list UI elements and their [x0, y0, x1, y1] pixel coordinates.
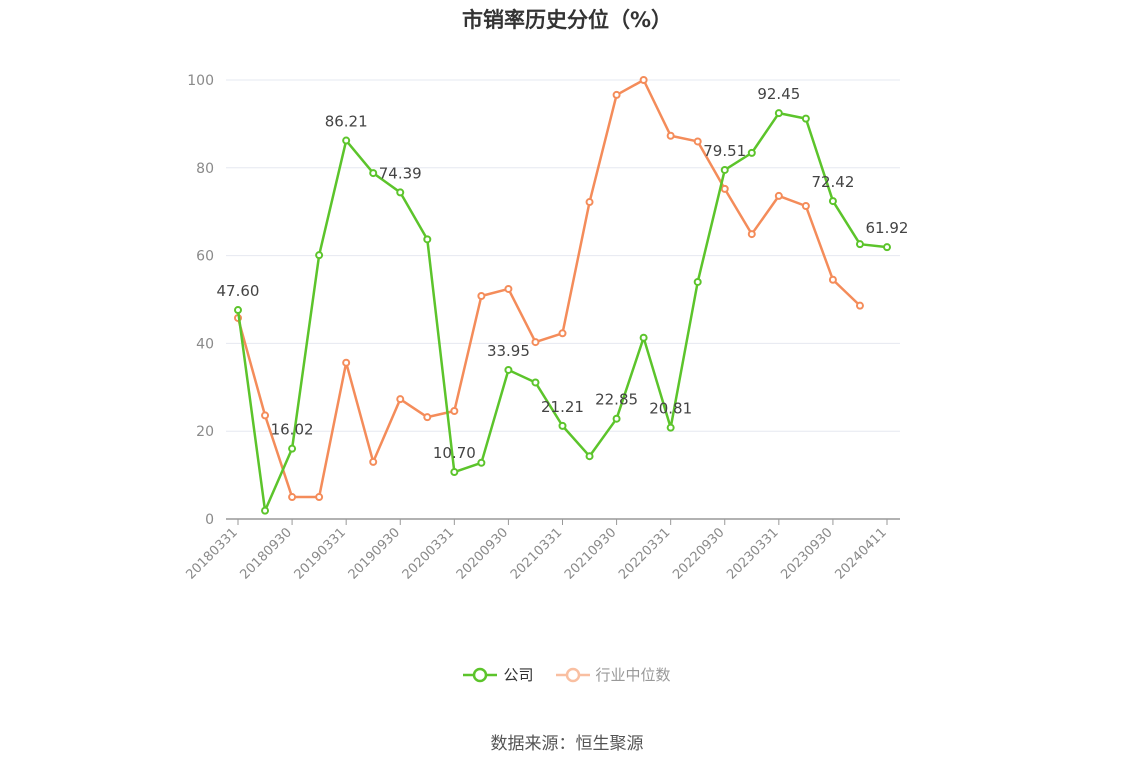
- data-point-company[interactable]: [828, 197, 837, 206]
- data-label: 61.92: [866, 219, 909, 237]
- legend: 公司 行业中位数: [0, 664, 1134, 685]
- data-point-industry[interactable]: [288, 493, 297, 502]
- data-point-company[interactable]: [639, 333, 648, 342]
- x-tick-label: 20230331: [724, 525, 781, 582]
- data-point-industry[interactable]: [261, 411, 270, 420]
- data-point-industry[interactable]: [855, 301, 864, 310]
- data-point-company[interactable]: [531, 378, 540, 387]
- x-tick-label: 20220930: [670, 525, 727, 582]
- data-point-company[interactable]: [774, 109, 783, 118]
- data-label: 86.21: [325, 113, 368, 131]
- legend-item-industry[interactable]: 行业中位数: [555, 664, 671, 685]
- x-tick-label: 20180331: [183, 525, 240, 582]
- x-tick-label: 20230930: [778, 525, 835, 582]
- data-point-company[interactable]: [883, 243, 891, 252]
- data-point-industry[interactable]: [396, 395, 405, 404]
- legend-industry-marker: [555, 667, 590, 682]
- data-point-industry[interactable]: [558, 329, 567, 338]
- data-label: 22.85: [595, 391, 638, 409]
- x-tick-label: 20240411: [832, 525, 889, 582]
- x-tick-label: 20190930: [346, 525, 403, 582]
- x-tick-label: 20210331: [508, 525, 565, 582]
- data-point-company[interactable]: [693, 277, 702, 286]
- data-point-company[interactable]: [369, 169, 378, 178]
- data-source: 数据来源：恒生聚源: [490, 734, 644, 754]
- x-tick-label: 20200331: [400, 525, 457, 582]
- data-point-company[interactable]: [585, 452, 594, 461]
- series-lines: [234, 76, 891, 515]
- data-point-industry[interactable]: [612, 90, 621, 99]
- data-point-industry[interactable]: [369, 457, 378, 466]
- data-point-company[interactable]: [747, 148, 756, 157]
- data-label: 33.95: [487, 342, 530, 360]
- data-point-company[interactable]: [423, 235, 432, 244]
- legend-label-company: 公司: [503, 666, 534, 684]
- data-point-industry[interactable]: [801, 201, 810, 210]
- grid-lines: [226, 79, 900, 432]
- data-point-industry[interactable]: [477, 291, 486, 300]
- data-point-company[interactable]: [666, 423, 675, 432]
- data-point-company[interactable]: [477, 458, 486, 467]
- data-label: 79.51: [703, 142, 746, 160]
- data-point-company[interactable]: [504, 365, 513, 374]
- data-point-industry[interactable]: [315, 493, 324, 502]
- series-line-company: [236, 111, 888, 512]
- y-tick-label: 40: [196, 336, 214, 352]
- data-point-company[interactable]: [261, 506, 270, 515]
- data-point-company[interactable]: [234, 306, 242, 315]
- x-tick-label: 20220331: [616, 525, 673, 582]
- data-point-company[interactable]: [315, 251, 324, 260]
- data-label: 74.39: [379, 164, 422, 182]
- series-line-industry: [236, 78, 861, 499]
- data-point-company[interactable]: [855, 240, 864, 249]
- x-tick-label: 20200930: [454, 525, 511, 582]
- data-point-company[interactable]: [612, 414, 621, 423]
- data-point-industry[interactable]: [828, 275, 837, 284]
- data-point-industry[interactable]: [774, 191, 783, 200]
- data-point-company[interactable]: [342, 136, 351, 145]
- data-label: 92.45: [757, 85, 800, 103]
- data-label: 47.60: [217, 282, 260, 300]
- y-tick-label: 0: [205, 512, 214, 528]
- x-tick-label: 20210930: [562, 525, 619, 582]
- data-label: 10.70: [433, 444, 476, 462]
- y-tick-label: 20: [196, 424, 214, 440]
- data-point-industry[interactable]: [666, 131, 675, 140]
- data-label: 21.21: [541, 398, 584, 416]
- x-tick-label: 20190331: [292, 525, 349, 582]
- data-point-company[interactable]: [558, 421, 567, 430]
- chart-title: 市销率历史分位（%）: [461, 8, 673, 32]
- data-point-industry[interactable]: [747, 230, 756, 239]
- data-point-company[interactable]: [801, 114, 810, 123]
- data-point-company[interactable]: [720, 165, 729, 174]
- data-label: 20.81: [649, 400, 692, 418]
- legend-label-industry: 行业中位数: [595, 666, 671, 684]
- axes: 0 20 40 60 80 100 2018033120180930201903312019…: [183, 73, 900, 583]
- data-point-company[interactable]: [288, 444, 297, 453]
- data-labels: 47.60 16.02 86.21 74.39 10.70 33.95 21.21 22.85…: [217, 85, 909, 462]
- y-tick-label: 100: [187, 73, 214, 89]
- data-point-industry[interactable]: [342, 358, 351, 367]
- y-tick-label: 60: [196, 249, 214, 265]
- y-tick-label: 80: [196, 161, 214, 177]
- data-point-industry[interactable]: [450, 407, 459, 416]
- data-label: 72.42: [811, 173, 854, 191]
- data-point-industry[interactable]: [693, 137, 702, 146]
- data-point-company[interactable]: [396, 188, 405, 197]
- data-point-industry[interactable]: [639, 76, 648, 84]
- data-point-industry[interactable]: [504, 284, 513, 293]
- data-point-company[interactable]: [450, 468, 459, 477]
- data-point-industry[interactable]: [423, 413, 432, 422]
- legend-item-company[interactable]: 公司: [463, 664, 534, 685]
- data-point-industry[interactable]: [531, 338, 540, 347]
- data-point-industry[interactable]: [720, 184, 729, 193]
- x-tick-label: 20180930: [238, 525, 295, 582]
- data-point-industry[interactable]: [585, 198, 594, 207]
- legend-company-marker: [463, 667, 498, 682]
- data-label: 16.02: [271, 421, 314, 439]
